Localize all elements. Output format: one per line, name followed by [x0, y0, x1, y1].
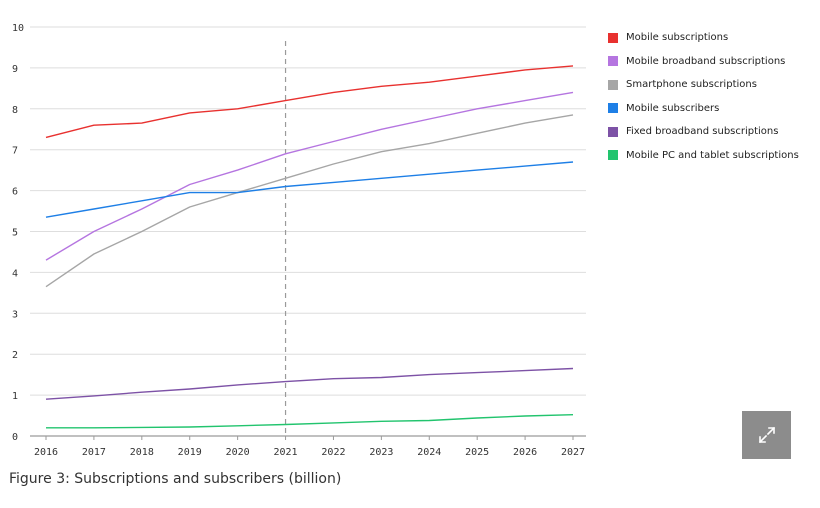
legend-item-fixed-broadband-subscriptions: Fixed broadband subscriptions — [608, 120, 799, 144]
y-tick-label: 7 — [12, 146, 18, 157]
x-tick-label: 2025 — [465, 447, 489, 458]
x-tick-label: 2018 — [130, 447, 154, 458]
y-tick-label: 5 — [12, 228, 18, 239]
legend-swatch — [608, 150, 618, 161]
legend: Mobile subscriptions Mobile broadband sub… — [608, 26, 799, 167]
x-tick-label: 2023 — [369, 447, 393, 458]
figure-caption: Figure 3: Subscriptions and subscribers … — [9, 471, 342, 487]
x-tick-label: 2024 — [417, 447, 441, 458]
series-line-mobile-pc-and-tablet-subscriptions — [46, 414, 574, 429]
x-tick-label: 2026 — [513, 447, 537, 458]
legend-swatch — [608, 126, 618, 137]
series-line-mobile-subscribers — [45, 161, 574, 218]
x-tick-label: 2020 — [226, 447, 250, 458]
series-lines — [45, 65, 574, 429]
y-tick-label: 3 — [12, 309, 18, 320]
y-tick-label: 4 — [12, 268, 18, 279]
x-axis-ticks: 2016 2017 2018 2019 2020 2021 2022 2023 2024 2025… — [34, 436, 585, 458]
x-tick-label: 2019 — [178, 447, 202, 458]
y-tick-label: 9 — [12, 64, 18, 75]
y-tick-label: 2 — [12, 350, 18, 361]
x-tick-label: 2021 — [273, 447, 297, 458]
y-tick-label: 8 — [12, 105, 18, 116]
x-tick-label: 2017 — [82, 447, 106, 458]
y-axis-ticks: 0 1 2 3 4 5 6 7 8 9 10 — [12, 23, 24, 443]
series-line-mobile-broadband-subscriptions — [45, 91, 574, 261]
x-tick-label: 2027 — [561, 447, 585, 458]
legend-label: Mobile PC and tablet subscriptions — [626, 149, 799, 161]
expand-button[interactable] — [742, 411, 791, 459]
legend-item-mobile-pc-and-tablet-subscriptions: Mobile PC and tablet subscriptions — [608, 144, 799, 168]
series-line-fixed-broadband-subscriptions — [45, 367, 574, 400]
legend-swatch — [608, 56, 618, 67]
legend-label: Fixed broadband subscriptions — [626, 126, 779, 138]
line-chart: 0 1 2 3 4 5 6 7 8 9 10 2016 2017 2018 2019 2020 2021 202… — [12, 23, 586, 458]
series-line-smartphone-subscriptions — [45, 114, 574, 288]
legend-swatch — [608, 103, 618, 114]
series-line-mobile-subscriptions — [45, 65, 574, 139]
y-tick-label: 1 — [12, 391, 18, 402]
y-tick-label: 0 — [12, 432, 18, 443]
legend-item-mobile-broadband-subscriptions: Mobile broadband subscriptions — [608, 50, 799, 74]
legend-label: Mobile subscribers — [626, 102, 720, 114]
x-tick-label: 2022 — [321, 447, 345, 458]
legend-swatch — [608, 79, 618, 90]
legend-swatch — [608, 32, 618, 43]
grid-lines — [30, 26, 586, 396]
legend-item-mobile-subscribers: Mobile subscribers — [608, 97, 799, 121]
legend-item-smartphone-subscriptions: Smartphone subscriptions — [608, 73, 799, 97]
x-tick-label: 2016 — [34, 447, 58, 458]
legend-label: Mobile subscriptions — [626, 32, 729, 44]
y-tick-label: 10 — [12, 23, 24, 34]
expand-icon — [758, 426, 775, 444]
legend-label: Mobile broadband subscriptions — [626, 55, 786, 67]
legend-label: Smartphone subscriptions — [626, 79, 757, 91]
legend-item-mobile-subscriptions: Mobile subscriptions — [608, 26, 799, 50]
y-tick-label: 6 — [12, 187, 18, 198]
